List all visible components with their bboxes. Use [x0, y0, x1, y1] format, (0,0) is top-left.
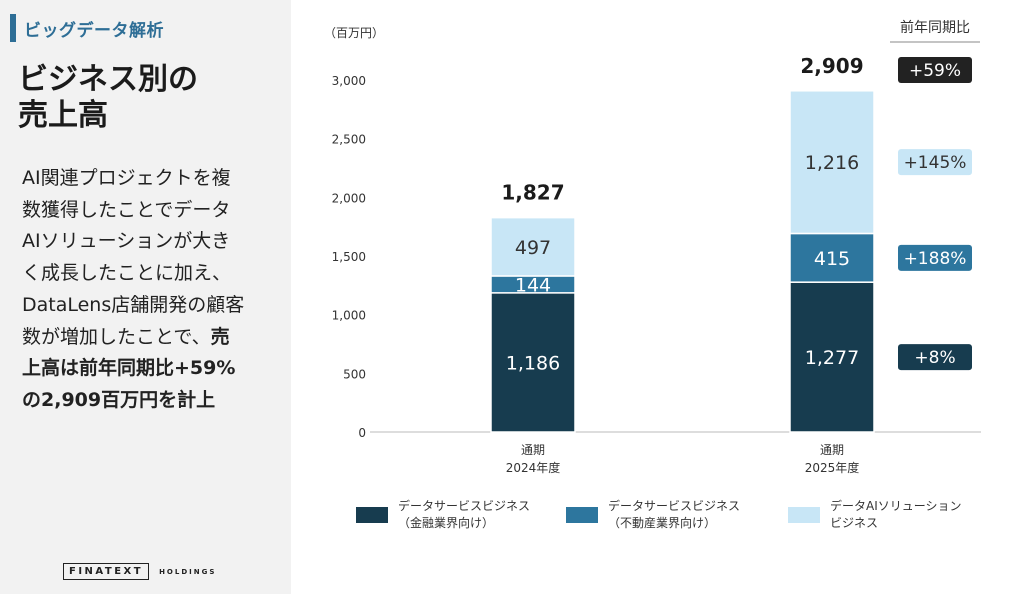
bar-total-label: 2,909: [800, 54, 863, 78]
section-tag: ビッグデータ解析: [10, 14, 164, 42]
section-tag-label: ビッグデータ解析: [24, 20, 164, 41]
bar-segment: [789, 90, 875, 235]
y-tick-label: 0: [358, 426, 366, 440]
description-line: 数が増加したことで、売: [22, 322, 272, 354]
description-text: 数獲得したことでデータ: [22, 198, 231, 221]
bar-segment: [789, 281, 875, 433]
x-category-label: 2024年度: [506, 460, 561, 475]
description-line: 数獲得したことでデータ: [22, 195, 272, 227]
description-line: DataLens店舗開発の顧客: [22, 290, 272, 322]
bar-segment: [789, 232, 875, 283]
y-unit-label: （百万円）: [324, 26, 384, 40]
yoy-badge-label: +188%: [904, 249, 967, 269]
y-tick-label: 1,500: [332, 250, 366, 264]
description-line: の2,909百万円を計上: [22, 385, 272, 417]
description-emphasis: 上高は前年同期比+59%: [22, 357, 236, 380]
y-tick-label: 3,000: [332, 74, 366, 88]
legend-swatch: [356, 507, 388, 523]
description-text: 数が増加したことで、: [22, 325, 211, 348]
legend-label: データサービスビジネス: [608, 498, 740, 513]
legend-swatch: [788, 507, 820, 523]
yoy-header: 前年同期比: [900, 19, 970, 36]
bar-segment-label: 1,186: [506, 352, 560, 374]
y-tick-label: 2,000: [332, 191, 366, 205]
yoy-badge-label: +145%: [904, 153, 967, 173]
legend-label: ビジネス: [830, 516, 878, 530]
x-category-label: 通期: [820, 443, 844, 457]
company-logo: FINATEXT HOLDINGS: [63, 563, 216, 580]
description-emphasis: の2,909百万円を計上: [22, 388, 216, 411]
page-title: ビジネス別の 売上高: [18, 62, 278, 134]
legend-label: データAIソリューション: [830, 498, 962, 513]
yoy-badge: [898, 344, 972, 371]
page-title-line-2: 売上高: [18, 98, 108, 133]
legend-label: （不動産業界向け）: [608, 515, 716, 530]
bar-segment-label: 497: [515, 237, 551, 259]
description-line: AIソリューションが大き: [22, 226, 272, 258]
x-category-label: 2025年度: [805, 460, 860, 475]
y-tick-label: 2,500: [332, 133, 366, 147]
y-tick-label: 500: [343, 367, 366, 381]
bar-segment: [490, 216, 576, 277]
description-text: AIソリューションが大き: [22, 230, 231, 253]
description-emphasis: 売: [210, 325, 230, 348]
yoy-badge-label: +59%: [909, 61, 961, 81]
yoy-badge: [898, 57, 972, 83]
left-panel: ビッグデータ解析 ビジネス別の 売上高 AI関連プロジェクトを複 数獲得したことで…: [0, 0, 291, 594]
legend-label: データサービスビジネス: [398, 498, 530, 513]
bar-segment-label: 1,216: [805, 152, 859, 174]
description-text: AI関連プロジェクトを複: [22, 167, 231, 189]
bar-total-label: 1,827: [501, 181, 564, 205]
description-line: く成長したことに加え、: [22, 258, 272, 290]
yoy-badge: [898, 149, 972, 176]
bar-segment-label: 144: [515, 274, 551, 296]
description-text: DataLens店舗開発の顧客: [22, 293, 245, 316]
logo-suffix: HOLDINGS: [159, 567, 217, 576]
description-line: 上高は前年同期比+59%: [22, 353, 272, 385]
logo-name: FINATEXT: [63, 563, 150, 580]
legend-swatch: [566, 507, 598, 523]
yoy-badge-label: +8%: [914, 348, 955, 368]
y-tick-label: 1,000: [332, 309, 366, 323]
legend-label: （金融業界向け）: [398, 515, 494, 530]
description-text: く成長したことに加え、: [22, 262, 232, 285]
bar-segment: [490, 292, 576, 433]
description: AI関連プロジェクトを複 数獲得したことでデータ AIソリューションが大き く成長した…: [22, 163, 272, 417]
x-category-label: 通期: [521, 443, 545, 457]
revenue-stacked-bar-chart: （百万円） 0 500 1,000 1,500 2,000 2,500 3,000 1,186 1…: [324, 19, 981, 530]
description-line: AI関連プロジェクトを複: [22, 163, 272, 195]
bar-segment-label: 415: [814, 248, 850, 270]
bar-segment-label: 1,277: [805, 347, 859, 369]
page-title-line-1: ビジネス別の: [18, 62, 198, 97]
yoy-badge: [898, 244, 972, 271]
section-tag-bar: [10, 14, 16, 42]
